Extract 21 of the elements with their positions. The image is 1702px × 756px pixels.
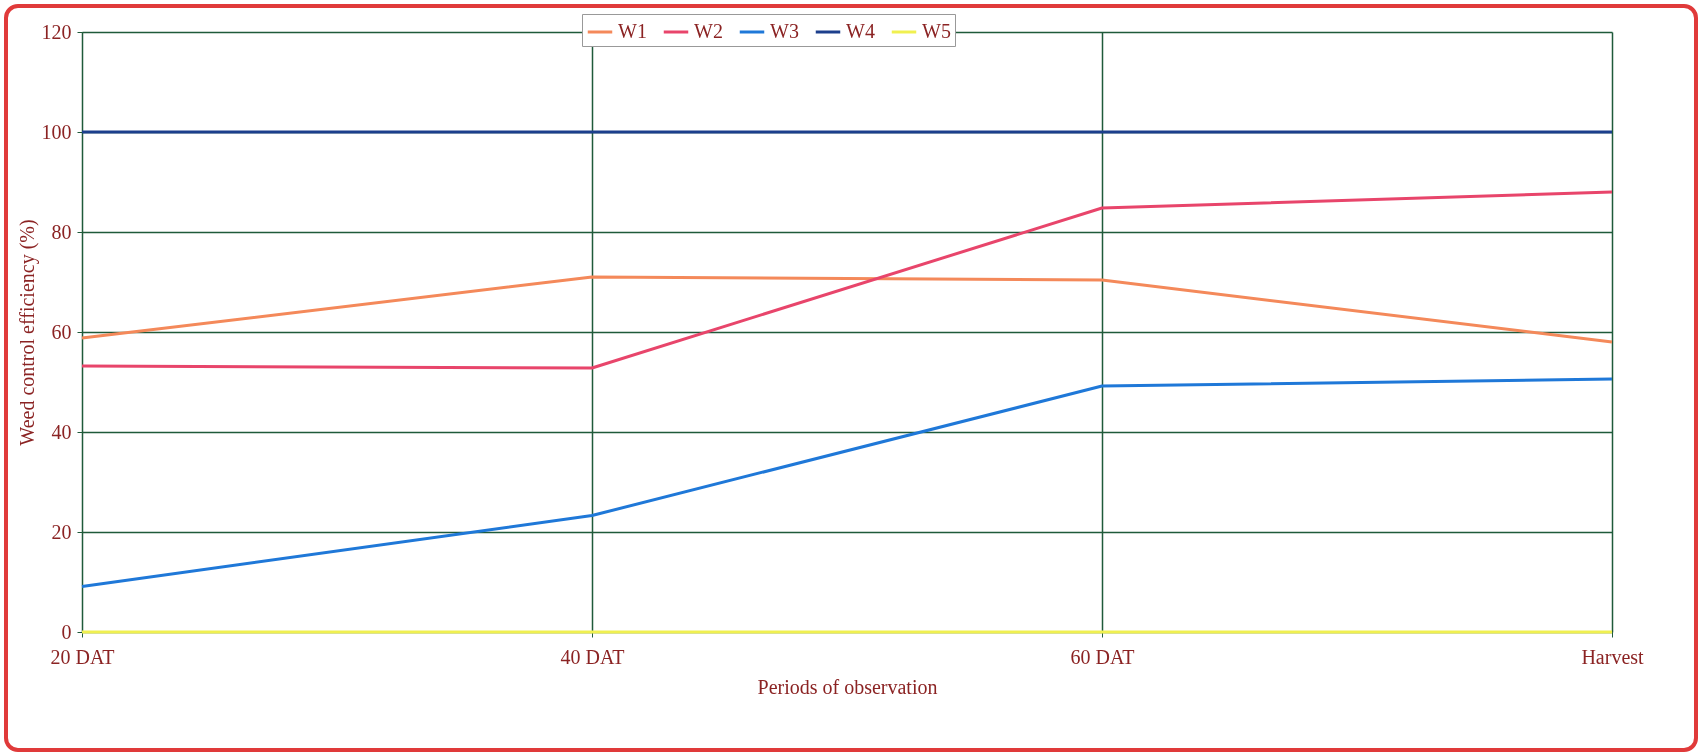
y-tick-label: 0 xyxy=(61,620,72,643)
x-tick-label: 60 DAT xyxy=(1070,645,1135,668)
y-tick-label: 120 xyxy=(41,20,72,43)
line-series xyxy=(80,275,1614,344)
y-axis-title: Weed control efficiency (%) xyxy=(15,219,39,446)
legend-label: W3 xyxy=(770,20,799,42)
y-tick-label: 40 xyxy=(51,420,72,443)
legend-label: W1 xyxy=(618,20,647,42)
x-tick-label: Harvest xyxy=(1581,645,1645,668)
legend-label: W2 xyxy=(694,20,723,42)
line-series xyxy=(80,190,1614,370)
x-tick-label: 20 DAT xyxy=(50,645,115,668)
y-tick-label: 20 xyxy=(51,520,72,543)
y-tick-label: 100 xyxy=(41,120,72,143)
legend-label: W4 xyxy=(846,20,875,42)
line-series xyxy=(80,377,1614,588)
x-axis-title: Periods of observation xyxy=(757,675,938,698)
y-tick-label: 60 xyxy=(51,320,72,343)
legend-label: W5 xyxy=(922,20,951,42)
x-tick-label: 40 DAT xyxy=(560,645,625,668)
y-tick-label: 80 xyxy=(51,220,72,243)
